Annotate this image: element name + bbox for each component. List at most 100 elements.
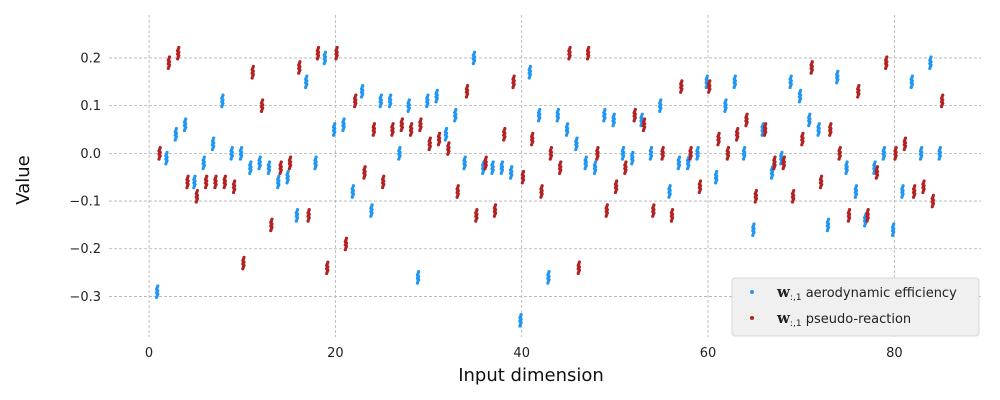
point-aerodynamic-efficiency	[808, 112, 812, 116]
point-aerodynamic-efficiency	[556, 107, 560, 112]
point-pseudo-reaction	[615, 179, 619, 183]
legend-text: pseudo-reaction	[806, 312, 911, 327]
point-pseudo-reaction	[689, 146, 693, 150]
point-pseudo-reaction	[521, 169, 526, 174]
x-tick-label: 60	[700, 346, 717, 361]
point-aerodynamic-efficiency	[575, 136, 579, 140]
point-pseudo-reaction	[624, 160, 628, 164]
point-aerodynamic-efficiency	[649, 146, 654, 150]
point-pseudo-reaction	[773, 155, 777, 159]
point-pseudo-reaction	[792, 188, 796, 193]
point-pseudo-reaction	[866, 208, 870, 212]
point-pseudo-reaction	[810, 60, 814, 64]
point-aerodynamic-efficiency	[295, 208, 300, 212]
data-points	[154, 45, 945, 328]
point-aerodynamic-efficiency	[584, 155, 588, 159]
point-pseudo-reaction	[512, 74, 516, 78]
point-aerodynamic-efficiency	[426, 93, 430, 97]
point-pseudo-reaction	[568, 45, 572, 50]
legend-symbol: w	[776, 309, 791, 327]
legend-marker-aerodynamic-efficiency	[750, 290, 754, 294]
point-pseudo-reaction	[205, 174, 209, 178]
point-pseudo-reaction	[195, 188, 200, 193]
point-aerodynamic-efficiency	[621, 146, 626, 150]
point-pseudo-reaction	[754, 188, 759, 193]
point-pseudo-reaction	[335, 45, 339, 50]
point-pseudo-reaction	[736, 126, 740, 131]
point-pseudo-reaction	[456, 184, 460, 188]
point-aerodynamic-efficiency	[314, 155, 318, 159]
point-aerodynamic-efficiency	[156, 284, 160, 288]
point-pseudo-reaction	[596, 146, 600, 150]
point-pseudo-reaction	[605, 203, 609, 207]
point-aerodynamic-efficiency	[845, 160, 849, 164]
point-pseudo-reaction	[931, 193, 936, 197]
point-aerodynamic-efficiency	[370, 203, 374, 207]
point-aerodynamic-efficiency	[286, 169, 290, 174]
point-pseudo-reaction	[577, 260, 582, 264]
point-aerodynamic-efficiency	[510, 165, 514, 169]
legend-subscript: :,1	[790, 293, 802, 303]
point-pseudo-reaction	[279, 160, 283, 164]
point-aerodynamic-efficiency	[165, 150, 169, 154]
x-tick-label: 0	[145, 346, 153, 361]
point-aerodynamic-efficiency	[594, 160, 598, 164]
point-pseudo-reaction	[466, 84, 470, 88]
y-axis-title: Value	[13, 155, 34, 204]
point-aerodynamic-efficiency	[789, 74, 793, 78]
point-pseudo-reaction	[652, 203, 656, 207]
point-pseudo-reaction	[391, 122, 395, 126]
x-axis-title: Input dimension	[458, 365, 604, 386]
point-pseudo-reaction	[214, 174, 218, 178]
legend-symbol: w	[776, 283, 791, 301]
point-pseudo-reaction	[167, 55, 172, 59]
point-pseudo-reaction	[820, 174, 824, 178]
point-aerodynamic-efficiency	[882, 146, 887, 150]
point-aerodynamic-efficiency	[566, 122, 570, 126]
point-pseudo-reaction	[708, 79, 712, 83]
point-pseudo-reaction	[382, 174, 386, 178]
point-aerodynamic-efficiency	[463, 155, 467, 159]
point-aerodynamic-efficiency	[752, 222, 756, 226]
point-aerodynamic-efficiency	[938, 146, 942, 150]
legend-label-aerodynamic-efficiency: w:,1 aerodynamic efficiency	[776, 283, 957, 303]
point-aerodynamic-efficiency	[528, 64, 533, 69]
point-pseudo-reaction	[363, 165, 367, 169]
point-pseudo-reaction	[223, 174, 227, 178]
point-aerodynamic-efficiency	[342, 117, 346, 121]
point-pseudo-reaction	[670, 208, 675, 212]
point-aerodynamic-efficiency	[603, 107, 607, 112]
point-pseudo-reaction	[400, 117, 404, 121]
point-pseudo-reaction	[233, 179, 237, 183]
point-pseudo-reaction	[903, 136, 908, 140]
point-aerodynamic-efficiency	[305, 74, 309, 78]
point-pseudo-reaction	[270, 217, 274, 221]
point-aerodynamic-efficiency	[743, 146, 747, 150]
point-pseudo-reaction	[894, 146, 898, 150]
point-aerodynamic-efficiency	[826, 217, 831, 221]
point-pseudo-reaction	[428, 136, 432, 140]
point-pseudo-reaction	[941, 93, 945, 97]
point-pseudo-reaction	[372, 122, 377, 126]
point-aerodynamic-efficiency	[454, 107, 458, 112]
legend-box	[731, 277, 980, 337]
point-aerodynamic-efficiency	[873, 160, 877, 164]
point-pseudo-reaction	[177, 45, 181, 50]
point-pseudo-reaction	[344, 236, 349, 240]
point-aerodynamic-efficiency	[398, 146, 402, 150]
point-aerodynamic-efficiency	[901, 184, 905, 188]
point-aerodynamic-efficiency	[435, 88, 439, 92]
point-pseudo-reaction	[326, 260, 330, 264]
point-pseudo-reaction	[531, 131, 535, 135]
point-aerodynamic-efficiency	[519, 312, 523, 317]
point-aerodynamic-efficiency	[631, 150, 635, 154]
y-tick-label: −0.1	[69, 195, 101, 210]
point-pseudo-reaction	[475, 208, 479, 212]
point-aerodynamic-efficiency	[668, 184, 672, 188]
y-tick-label: 0.1	[80, 99, 101, 114]
point-aerodynamic-efficiency	[240, 146, 244, 150]
point-pseudo-reaction	[801, 131, 805, 135]
y-tick-label: 0.0	[80, 147, 101, 162]
point-pseudo-reaction	[503, 126, 507, 131]
point-aerodynamic-efficiency	[323, 50, 328, 54]
